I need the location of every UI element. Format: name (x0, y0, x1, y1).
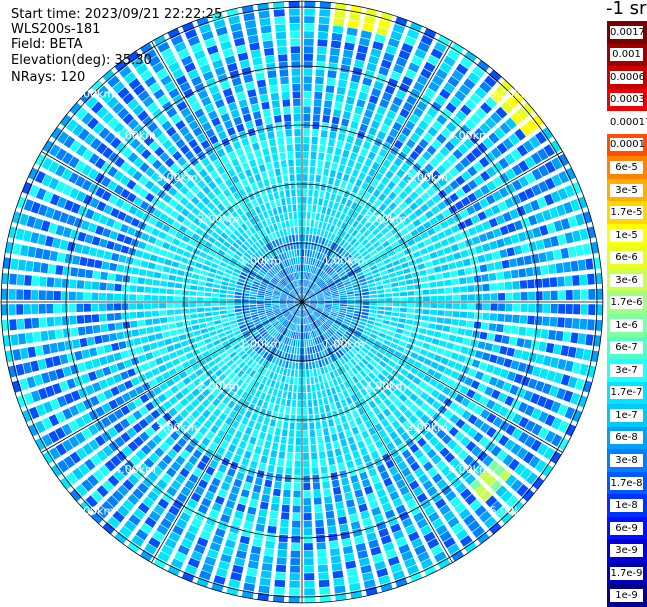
colorbar-tick-label: 1e-8 (610, 499, 643, 513)
field-label: Field: BETA (11, 37, 83, 52)
colorbar-unit-label: -1 sr (606, 0, 647, 19)
colorbar-tick-label: 3e-9 (610, 544, 643, 558)
colorbar-tick-label: 1e-9 (610, 589, 643, 603)
ring-label: 4.00km (448, 129, 490, 142)
ring-label: 1.00km (323, 338, 365, 351)
colorbar-tick-label: 1.7e-6 (610, 296, 643, 310)
azimuth-spoke (41, 301, 303, 453)
colorbar-tick-label: 6e-6 (610, 251, 643, 265)
colorbar-tick-label: 0.0017 (610, 25, 645, 39)
ring-label: 3.00km (406, 421, 448, 434)
ring-labels: 1.00km 1.00km 1.00km 1.00km 2.00km 2.00km 2.00… (73, 87, 532, 517)
ring-label: 5.00km (490, 505, 532, 518)
azimuth-spoke (301, 301, 453, 563)
colorbar-tick-label: 1e-7 (610, 408, 643, 422)
ring-label: 3.00km (406, 171, 448, 184)
ring-label: 2.00km (198, 213, 240, 226)
colorbar-tick-label: 1.7e-8 (610, 476, 643, 490)
colorbar-tick-label: 1e-5 (610, 228, 643, 242)
colorbar-tick-label: 3e-8 (610, 454, 643, 467)
colorbar-tick-label: 1e-6 (610, 318, 643, 332)
colorbar-tick-label: 0.0006 (610, 70, 645, 84)
ring-label: 5.00km (73, 505, 115, 518)
ring-label: 4.00km (114, 129, 156, 142)
colorbar-tick-label: 6e-9 (610, 521, 643, 535)
colorbar-tick-label: 1.7e-5 (610, 206, 643, 220)
colorbar-tick-label: 1.7e-7 (610, 386, 643, 400)
ring-label: 2.00km (365, 213, 407, 226)
ppi-plot: 1.00km 1.00km 1.00km 1.00km 2.00km 2.00km 2.00… (0, 0, 604, 604)
colorbar: 0.0017 0.001 0.0006 0.0003 0.00017 0.0001 6e-5… (607, 21, 647, 607)
ring-label: 1.00km (323, 254, 365, 267)
colorbar-tick-label: 3e-7 (610, 363, 643, 377)
ring-label: 4.00km (448, 463, 490, 476)
azimuth-spoke (301, 41, 453, 303)
colorbar-tick-label: 6e-5 (610, 161, 643, 174)
ring-label: 2.00km (365, 379, 407, 392)
colorbar-tick-label: 1.7e-9 (610, 566, 643, 580)
instrument-label: WLS200s-181 (11, 22, 101, 37)
ring-label: 1.00km (240, 254, 282, 267)
colorbar-tick-label: 3e-6 (610, 273, 643, 287)
colorbar-tick-label: 6e-7 (610, 341, 643, 355)
colorbar-tick-label: 0.0001 (610, 138, 645, 152)
azimuth-spoke (301, 301, 563, 453)
azimuth-spoke (151, 301, 303, 563)
data-sectors (1, 1, 603, 603)
ring-label: 3.00km (156, 421, 198, 434)
range-grid (0, 0, 604, 604)
ring-label: 2.00km (198, 379, 240, 392)
colorbar-tick-label: 0.001 (610, 48, 643, 62)
azimuth-spoke (301, 151, 563, 303)
azimuth-spoke (151, 41, 303, 303)
nrays-label: NRays: 120 (11, 70, 86, 85)
colorbar-tick-label: 0.00017 (610, 115, 647, 129)
colorbar-tick-label: 0.0003 (610, 93, 645, 107)
ring-label: 5.00km (490, 87, 532, 100)
ring-label: 1.00km (240, 338, 282, 351)
azimuth-spoke (41, 151, 303, 303)
ring-label: 4.00km (114, 463, 156, 476)
colorbar-tick-label: 3e-5 (610, 183, 643, 197)
colorbar-tick-label: 6e-8 (610, 431, 643, 445)
ring-label: 5.00km (73, 87, 115, 100)
start-time-label: Start time: 2023/09/21 22:22:25 (11, 7, 223, 22)
ring-label: 3.00km (156, 171, 198, 184)
elevation-label: Elevation(deg): 35.30 (11, 53, 152, 68)
